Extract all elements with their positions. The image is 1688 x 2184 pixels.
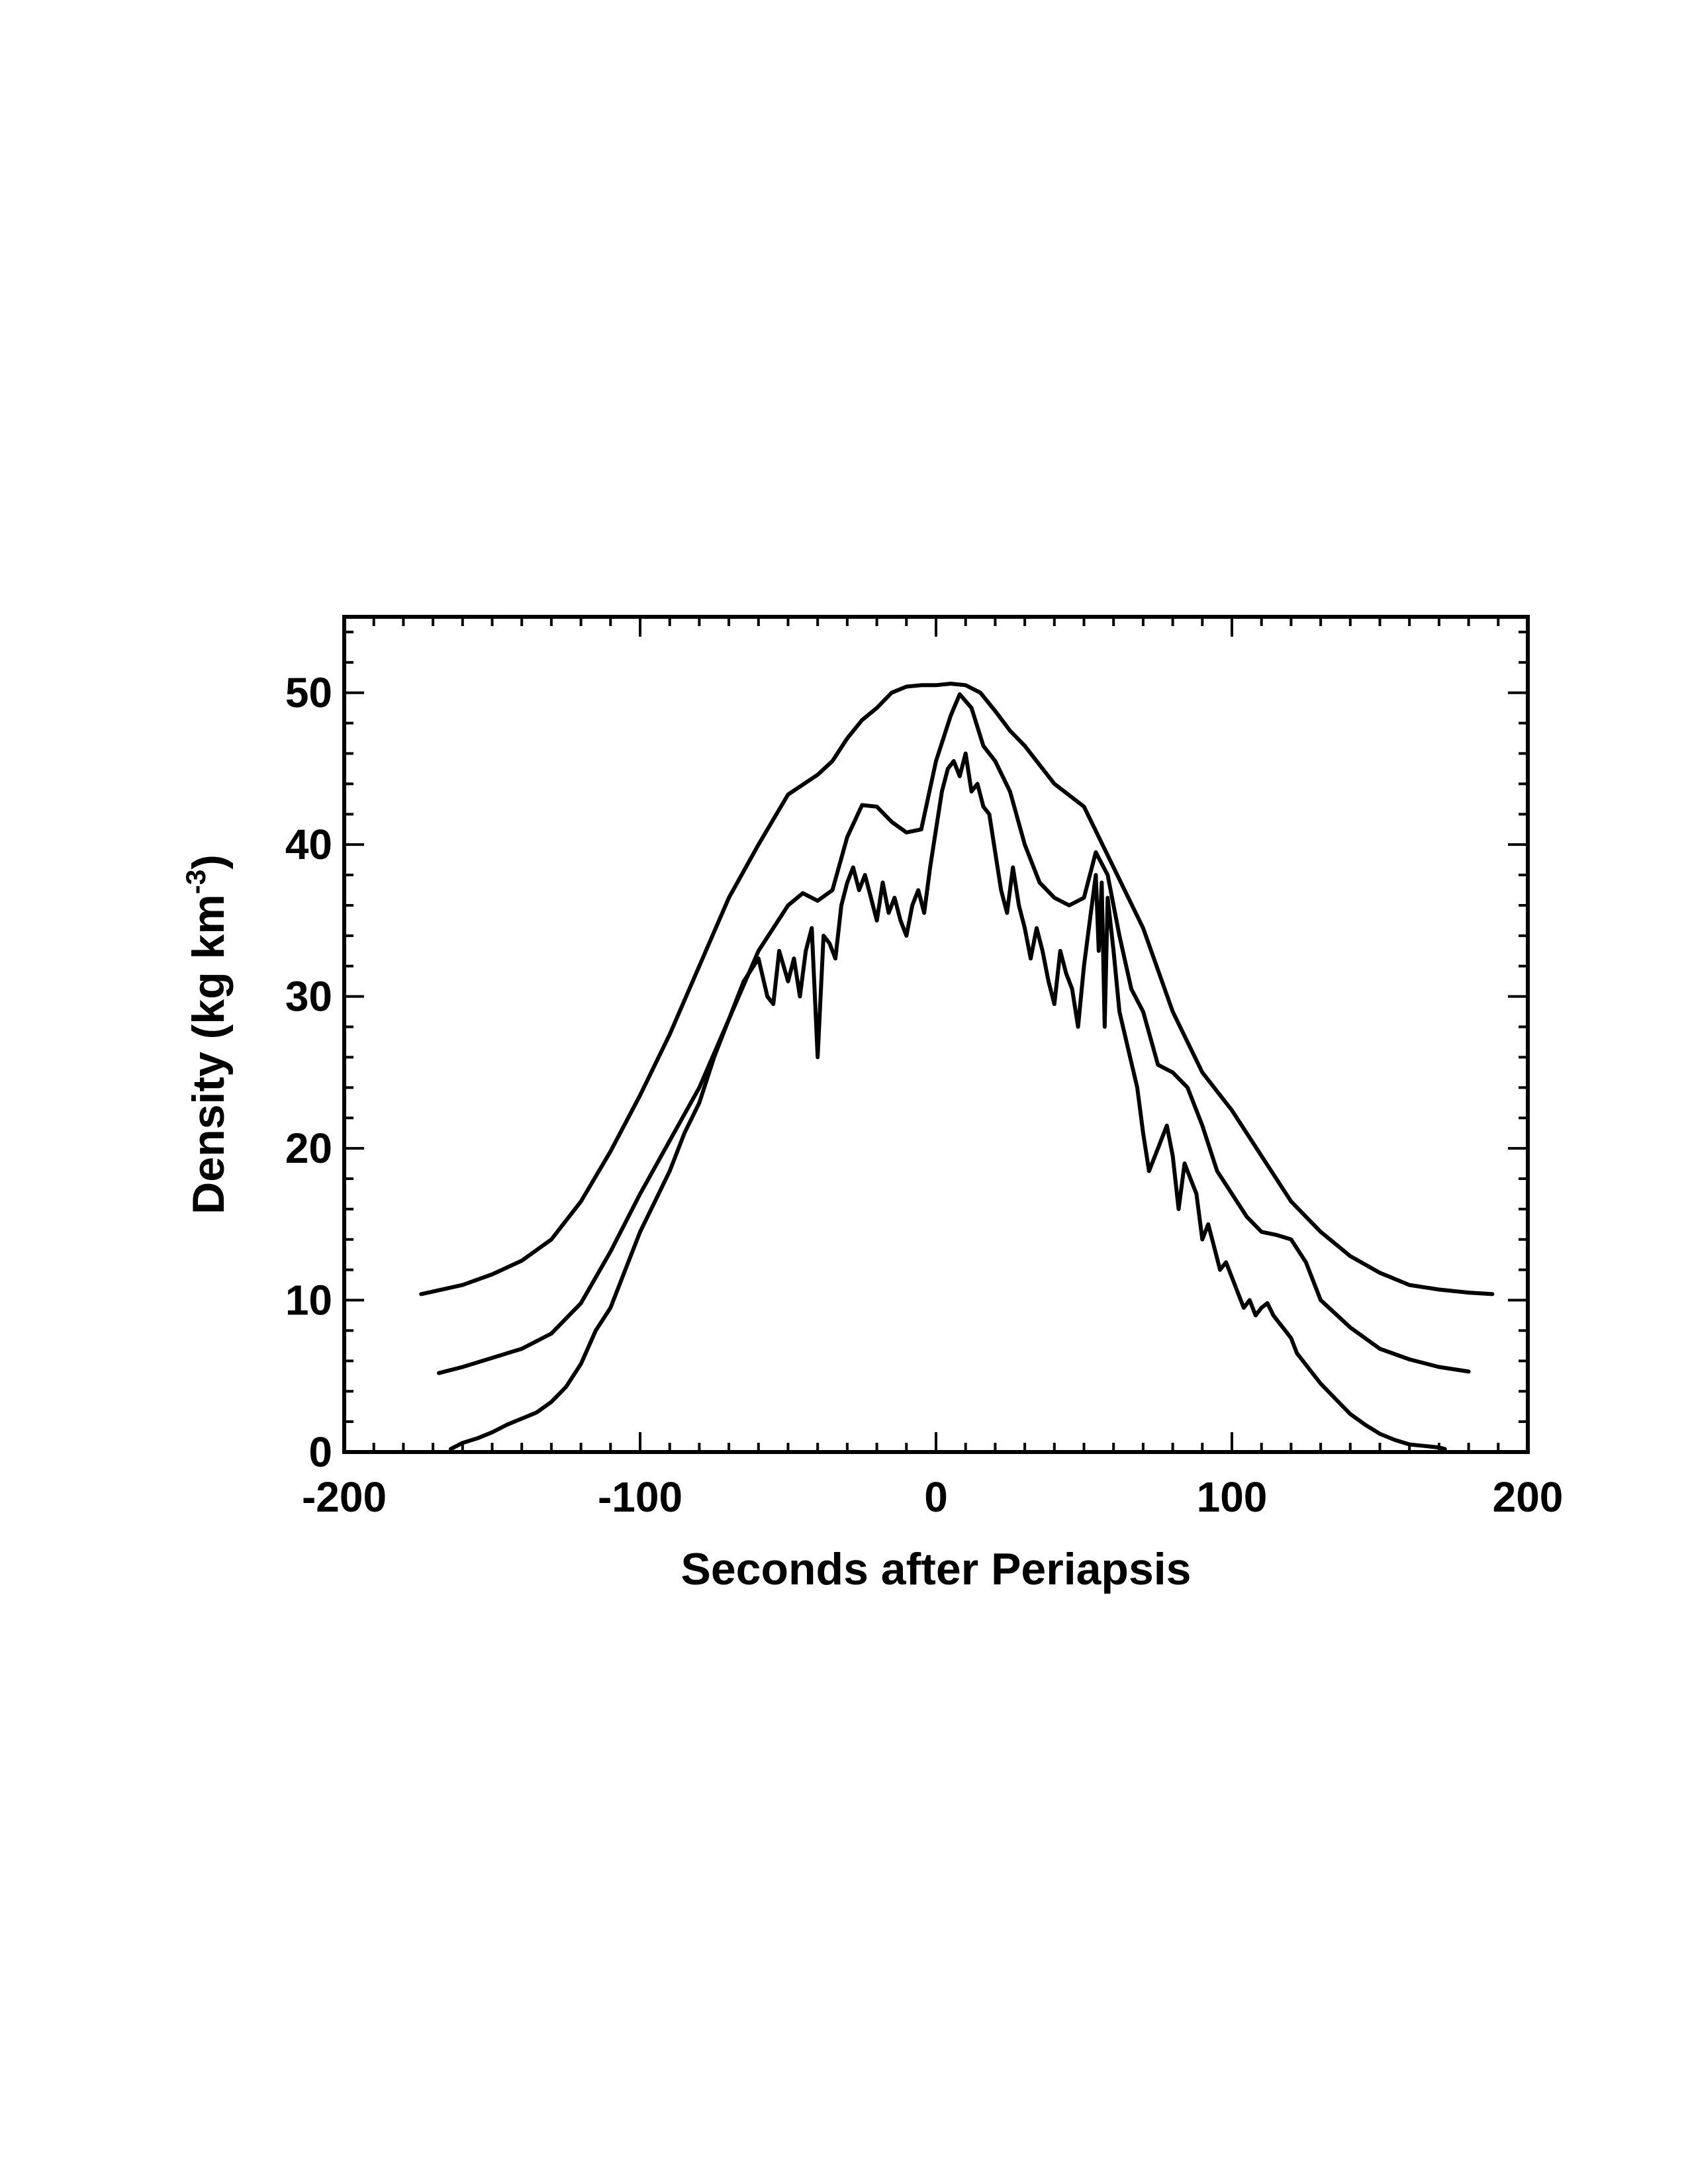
x-tick-label: 200 — [1493, 1473, 1564, 1521]
y-tick-label: 20 — [285, 1124, 332, 1172]
y-tick-label: 50 — [285, 669, 332, 717]
x-tick-labels: -200 -100 0 100 200 — [302, 1473, 1563, 1521]
series-line-2 — [437, 692, 1471, 1375]
series-line-1 — [419, 682, 1495, 1297]
x-tick-label: -200 — [302, 1473, 387, 1521]
x-tick-label: 0 — [924, 1473, 948, 1521]
x-tick-label: -100 — [598, 1473, 682, 1521]
y-axis-title-suffix: ) — [183, 854, 234, 870]
y-tick-label: 10 — [285, 1277, 332, 1324]
y-axis-title-main: Density (kg km — [183, 894, 234, 1214]
y-tick-labels: 0 10 20 30 40 50 — [285, 669, 332, 1476]
x-axis-title: Seconds after Periapsis — [680, 1544, 1191, 1594]
y-axis-title-superscript: -3 — [180, 870, 211, 894]
x-tick-label: 100 — [1197, 1473, 1268, 1521]
y-tick-label: 30 — [285, 973, 332, 1021]
y-tick-label: 0 — [308, 1428, 332, 1476]
y-tick-label: 40 — [285, 821, 332, 868]
series-lines — [419, 682, 1495, 1451]
y-axis-title: Density (kg km-3) — [180, 854, 234, 1214]
plot-frame — [342, 615, 1530, 1454]
series-line-3 — [448, 751, 1447, 1451]
